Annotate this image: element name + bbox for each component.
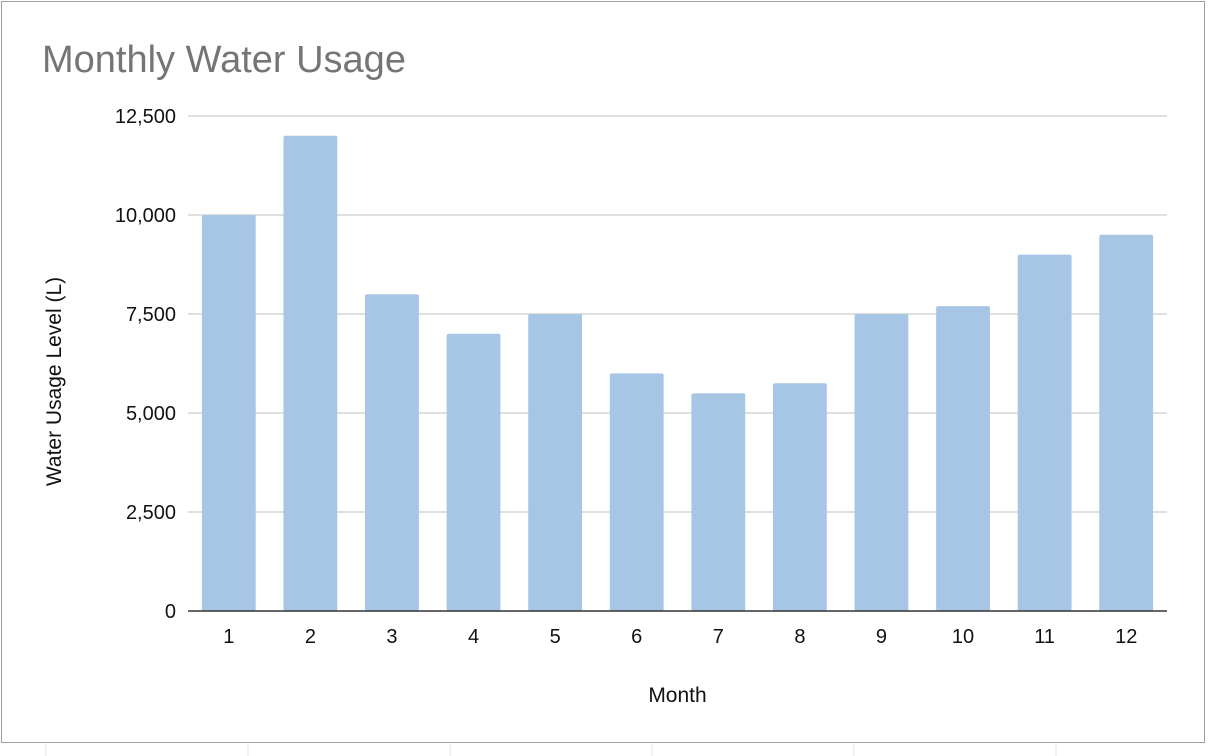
bar-month-6[interactable] [609,373,664,611]
bar-month-7[interactable] [691,393,746,611]
x-tick-label: 10 [952,626,974,648]
bar-month-3[interactable] [365,294,419,611]
gridlines [188,115,1167,513]
bar-month-11[interactable] [1017,254,1072,611]
x-tick-label: 12 [1115,626,1137,648]
x-tick-label: 9 [876,626,887,648]
x-tick-label: 2 [305,626,316,648]
bar-month-2[interactable] [283,135,338,612]
x-tick-label: 6 [631,626,642,648]
bar-month-5[interactable] [528,314,583,611]
y-axis-ticks: 0 2,500 5,000 7,500 10,000 12,500 [115,106,176,623]
bar-month-12[interactable] [1099,234,1154,612]
y-tick-label: 7,500 [126,304,176,326]
y-tick-label: 0 [165,601,176,623]
x-tick-label: 11 [1034,626,1055,648]
y-tick-label: 2,500 [126,502,176,524]
y-tick-label: 10,000 [115,205,176,227]
x-axis-ticks: 1 2 3 4 5 6 7 8 9 10 11 12 [223,626,1137,648]
bar-month-8[interactable] [772,383,827,611]
y-tick-label: 12,500 [115,106,176,128]
x-axis-title: Month [648,684,706,707]
x-tick-label: 7 [713,626,724,648]
y-tick-label: 5,000 [126,403,176,425]
y-axis-title: Water Usage Level (L) [43,277,66,486]
chart-title: Monthly Water Usage [42,39,406,81]
x-tick-label: 3 [386,626,397,648]
bars [201,135,1154,612]
bar-chart: Monthly Water Usage 0 2,500 5,000 7,500 10,0… [42,39,1167,707]
x-tick-label: 1 [223,626,234,648]
chart-container[interactable]: Monthly Water Usage 0 2,500 5,000 7,500 10,0… [1,1,1205,743]
x-tick-label: 8 [794,626,805,648]
bar-month-4[interactable] [446,333,501,611]
x-tick-label: 4 [468,626,479,648]
bar-month-9[interactable] [854,314,909,611]
bar-month-10[interactable] [936,306,990,611]
bar-month-1[interactable] [201,215,256,611]
x-tick-label: 5 [550,626,561,648]
